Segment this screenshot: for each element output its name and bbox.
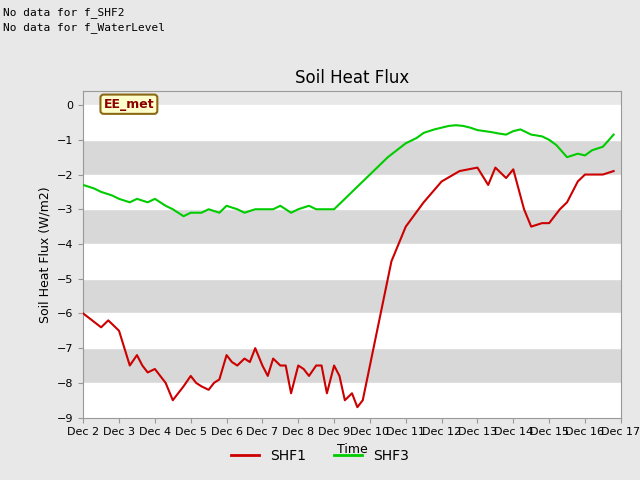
Text: EE_met: EE_met	[104, 98, 154, 111]
Bar	[83, 209, 621, 244]
Bar	[83, 105, 621, 140]
Bar	[83, 348, 621, 383]
SHF1	[120, 345, 128, 351]
Bar	[83, 383, 621, 418]
SHF1	[474, 165, 481, 170]
SHF3	[180, 213, 188, 219]
Y-axis label: Soil Heat Flux (W/m2): Soil Heat Flux (W/m2)	[38, 186, 51, 323]
Text: No data for f_SHF2: No data for f_SHF2	[3, 7, 125, 18]
SHF3	[452, 122, 460, 128]
SHF3	[79, 182, 87, 188]
Line: SHF3: SHF3	[83, 125, 614, 216]
Legend: SHF1, SHF3: SHF1, SHF3	[226, 443, 414, 468]
Bar	[83, 279, 621, 313]
SHF3	[223, 203, 230, 209]
SHF1	[156, 373, 164, 379]
SHF3	[610, 132, 618, 137]
X-axis label: Time: Time	[337, 443, 367, 456]
Title: Soil Heat Flux: Soil Heat Flux	[295, 69, 409, 87]
Text: No data for f_WaterLevel: No data for f_WaterLevel	[3, 22, 165, 33]
SHF1	[484, 182, 492, 188]
SHF1	[610, 168, 618, 174]
Bar	[83, 175, 621, 209]
SHF3	[169, 206, 177, 212]
SHF1	[353, 404, 361, 410]
SHF1	[79, 311, 87, 316]
Bar	[83, 244, 621, 279]
SHF3	[460, 123, 467, 129]
SHF1	[599, 172, 607, 178]
Bar	[83, 140, 621, 175]
Bar	[83, 313, 621, 348]
SHF1	[169, 397, 177, 403]
SHF3	[241, 210, 248, 216]
Line: SHF1: SHF1	[83, 168, 614, 407]
SHF3	[259, 206, 266, 212]
SHF1	[323, 390, 331, 396]
SHF3	[269, 206, 277, 212]
